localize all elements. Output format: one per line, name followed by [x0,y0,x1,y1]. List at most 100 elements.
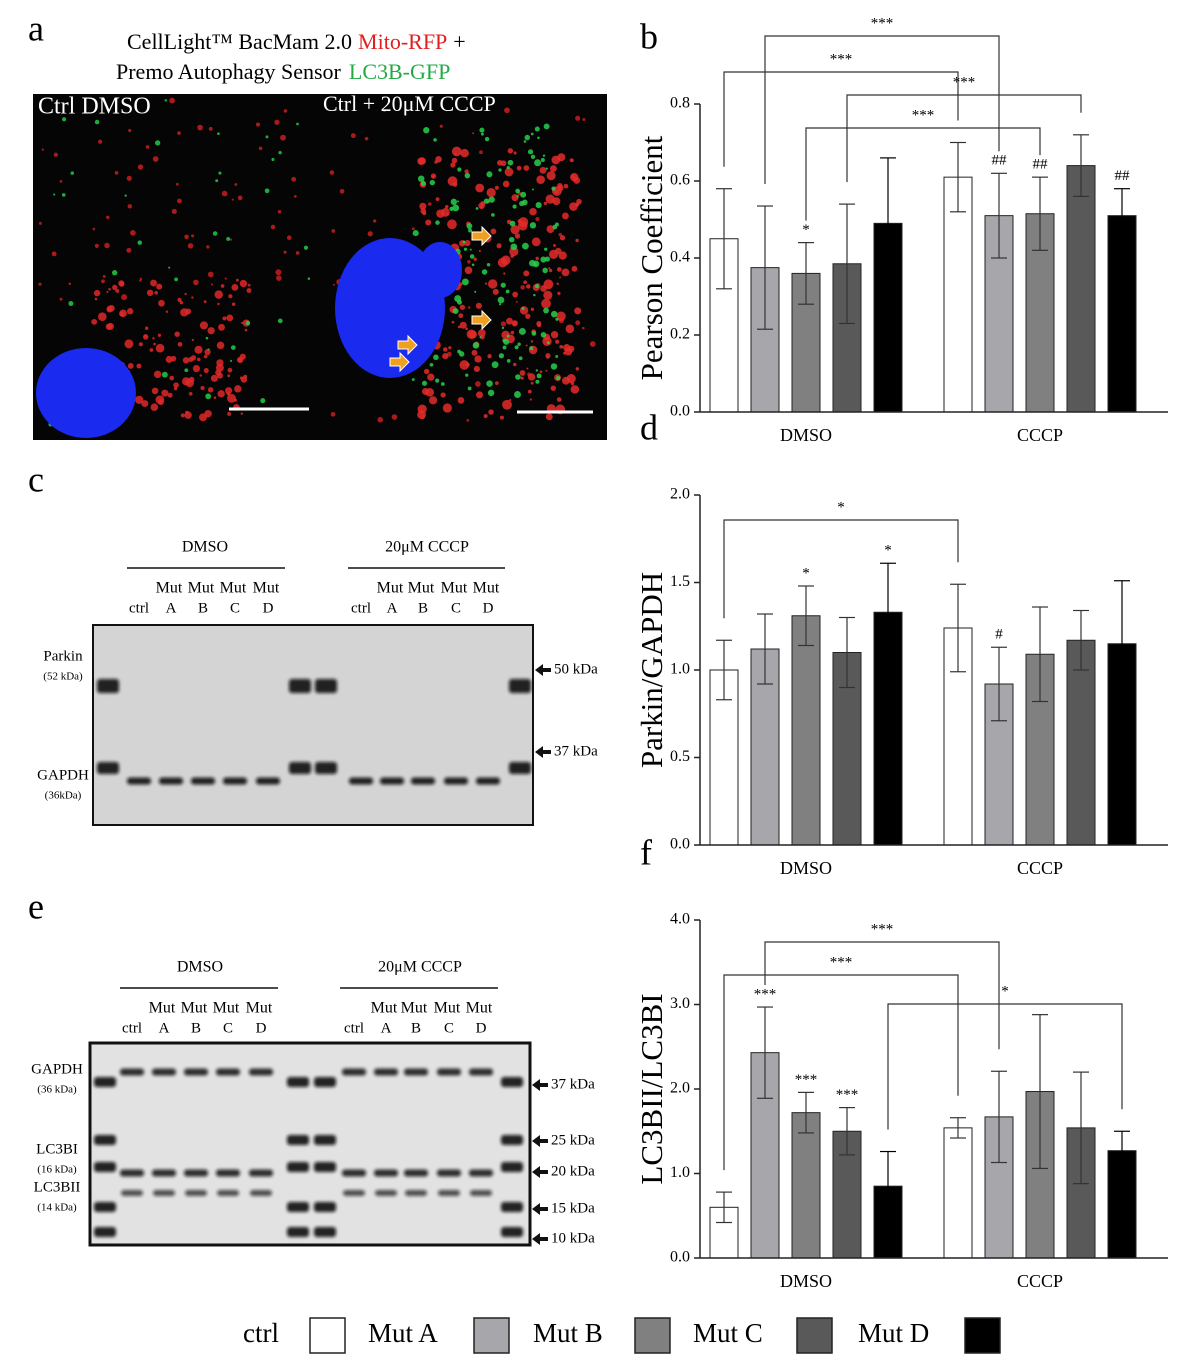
signal [519,306,529,315]
signal [141,400,149,408]
signal [423,368,430,375]
signal [550,330,559,339]
bracket-label: *** [871,921,894,937]
bracket-label: *** [871,15,894,31]
signal [161,389,169,397]
band [250,1190,272,1196]
signal [471,263,475,267]
signal [534,159,542,167]
signal [514,320,517,323]
signal [550,363,558,370]
signal [457,397,465,404]
signal [439,124,443,128]
signal [480,201,486,206]
signal [329,170,335,175]
protein-label: GAPDH [31,1061,83,1077]
signal [523,165,530,171]
signal [137,240,143,245]
signal [550,385,556,391]
band [501,1077,523,1087]
signal [518,217,529,227]
bracket-label: *** [830,954,853,970]
signal [543,290,553,300]
signal [498,353,505,359]
signal [515,300,518,303]
y-tick-label: 1.0 [670,661,690,678]
signal [530,132,534,136]
signal [555,317,559,321]
signal [542,154,546,157]
signal [520,376,524,380]
signal [237,195,243,201]
signal [509,220,516,227]
signal [154,140,161,146]
band [185,1190,207,1196]
marker-label: 15 kDa [551,1200,595,1216]
bar [1066,165,1096,413]
bracket [805,127,1041,221]
signal [126,308,134,315]
signal [516,195,519,198]
signal [467,260,471,264]
signal [514,391,521,398]
bar [1066,639,1096,846]
signal [418,157,426,165]
signal [543,201,548,206]
panel-label: e [28,886,44,926]
signal [565,324,575,334]
signal [425,219,432,226]
signal [479,336,482,339]
signal [556,397,562,402]
significance: *** [795,1072,818,1088]
signal [53,152,58,157]
marker-arrow [535,746,551,758]
signal [153,342,156,346]
title-plus: + [453,29,465,54]
band [94,1135,116,1145]
band [121,1190,143,1196]
bands [97,679,531,785]
signal [91,318,98,325]
band [509,679,531,693]
signal [556,311,566,321]
signal [433,354,439,361]
signal [522,242,529,250]
signal [278,150,282,155]
error-bar [880,157,896,290]
bracket-label: * [1001,983,1009,999]
protein-size: (16 kDa) [37,1164,77,1176]
signal [457,200,460,203]
title-red: Mito-RFP [358,29,447,54]
signal [173,382,179,388]
signal [561,346,564,349]
title-text: Premo Autophagy Sensor [116,59,342,84]
error-bar [716,188,732,290]
signal [570,158,574,162]
signal [506,334,510,338]
signal [260,398,266,404]
signal [529,398,532,401]
signal [497,296,505,304]
signal [165,310,169,313]
bracket [723,974,959,1171]
y-tick-label: 0.5 [670,748,690,765]
signal [562,212,569,220]
error-bar [880,1150,896,1222]
signal [461,278,469,286]
signal [169,97,175,104]
signal [510,225,520,235]
signal [536,175,545,184]
signal [574,307,582,315]
signal [529,346,534,351]
signal [555,339,560,344]
y-tick-label: 0.4 [670,249,690,266]
signal [435,378,440,383]
signal [478,249,481,253]
signal [208,126,213,131]
legend-swatch [964,1317,1001,1354]
signal [218,171,222,175]
signal [296,122,299,126]
x-tick-label: DMSO [780,1271,832,1291]
bracket-label: *** [912,107,935,123]
signal [227,374,231,378]
